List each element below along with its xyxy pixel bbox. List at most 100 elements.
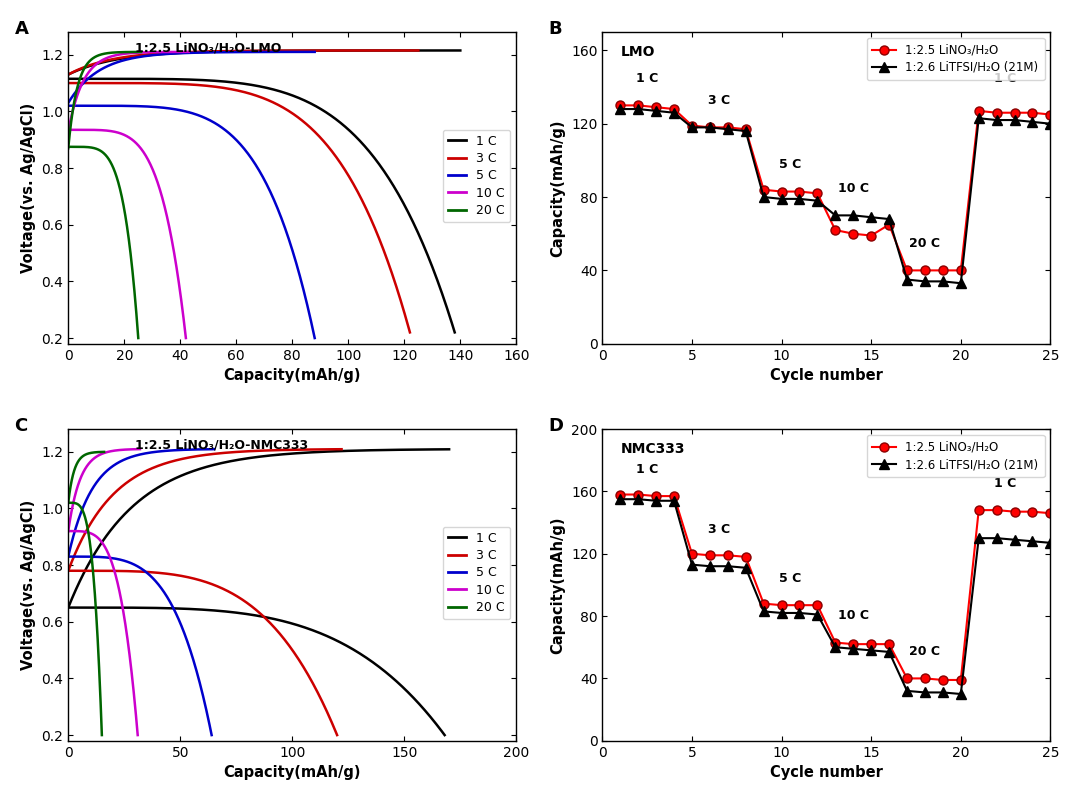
1:2.6 LiTFSI/H₂O (21M) — [955, 279, 968, 288]
1:2.5 LiNO₃/H₂O — [828, 638, 841, 647]
1:2.6 LiTFSI/H₂O (21M) — [828, 211, 841, 220]
Line: 1:2.5 LiNO₃/H₂O: 1:2.5 LiNO₃/H₂O — [616, 490, 1055, 685]
1:2.6 LiTFSI/H₂O (21M) — [793, 194, 806, 203]
1:2.5 LiNO₃/H₂O — [775, 187, 788, 196]
1:2.5 LiNO₃/H₂O — [703, 123, 716, 132]
1:2.5 LiNO₃/H₂O — [955, 675, 968, 685]
Legend: 1 C, 3 C, 5 C, 10 C, 20 C: 1 C, 3 C, 5 C, 10 C, 20 C — [443, 527, 510, 619]
1:2.5 LiNO₃/H₂O — [990, 108, 1003, 118]
1:2.5 LiNO₃/H₂O — [882, 639, 895, 649]
Line: 1:2.5 LiNO₃/H₂O: 1:2.5 LiNO₃/H₂O — [616, 101, 1055, 275]
1:2.6 LiTFSI/H₂O (21M) — [703, 123, 716, 132]
Text: C: C — [14, 417, 28, 435]
1:2.6 LiTFSI/H₂O (21M) — [650, 496, 663, 505]
1:2.6 LiTFSI/H₂O (21M) — [882, 214, 895, 223]
1:2.5 LiNO₃/H₂O — [775, 601, 788, 610]
1:2.6 LiTFSI/H₂O (21M) — [686, 560, 699, 570]
1:2.5 LiNO₃/H₂O — [667, 491, 680, 501]
1:2.6 LiTFSI/H₂O (21M) — [811, 196, 824, 206]
1:2.5 LiNO₃/H₂O — [936, 675, 949, 685]
Text: 3 C: 3 C — [707, 94, 730, 107]
1:2.6 LiTFSI/H₂O (21M) — [972, 114, 985, 123]
1:2.5 LiNO₃/H₂O — [632, 489, 645, 499]
1:2.5 LiNO₃/H₂O — [721, 550, 734, 560]
Text: 1:2.5 LiNO₃/H₂O-LMO: 1:2.5 LiNO₃/H₂O-LMO — [135, 42, 282, 54]
Text: 10 C: 10 C — [838, 610, 868, 622]
1:2.6 LiTFSI/H₂O (21M) — [955, 689, 968, 698]
Y-axis label: Capacity(mAh/g): Capacity(mAh/g) — [551, 119, 566, 256]
1:2.5 LiNO₃/H₂O — [686, 121, 699, 131]
1:2.6 LiTFSI/H₂O (21M) — [1026, 537, 1039, 546]
Text: D: D — [549, 417, 564, 435]
1:2.6 LiTFSI/H₂O (21M) — [901, 275, 914, 284]
1:2.6 LiTFSI/H₂O (21M) — [667, 108, 680, 118]
1:2.6 LiTFSI/H₂O (21M) — [865, 646, 878, 655]
1:2.5 LiNO₃/H₂O — [828, 225, 841, 235]
Text: 20 C: 20 C — [909, 645, 941, 658]
1:2.5 LiNO₃/H₂O — [793, 601, 806, 610]
1:2.5 LiNO₃/H₂O — [757, 185, 770, 195]
1:2.6 LiTFSI/H₂O (21M) — [1044, 119, 1057, 128]
1:2.6 LiTFSI/H₂O (21M) — [847, 644, 860, 654]
X-axis label: Cycle number: Cycle number — [770, 368, 882, 383]
1:2.6 LiTFSI/H₂O (21M) — [632, 104, 645, 114]
Text: 3 C: 3 C — [707, 524, 730, 537]
Text: 1 C: 1 C — [636, 71, 659, 85]
1:2.6 LiTFSI/H₂O (21M) — [757, 192, 770, 202]
1:2.6 LiTFSI/H₂O (21M) — [936, 687, 949, 697]
1:2.5 LiNO₃/H₂O — [1044, 110, 1057, 119]
Text: A: A — [14, 19, 28, 38]
1:2.5 LiNO₃/H₂O — [613, 101, 626, 111]
1:2.6 LiTFSI/H₂O (21M) — [1008, 535, 1021, 545]
Text: 5 C: 5 C — [780, 572, 801, 585]
1:2.5 LiNO₃/H₂O — [901, 266, 914, 276]
Y-axis label: Voltage(vs. Ag/AgCl): Voltage(vs. Ag/AgCl) — [21, 500, 36, 670]
1:2.6 LiTFSI/H₂O (21M) — [703, 562, 716, 571]
1:2.5 LiNO₃/H₂O — [667, 104, 680, 114]
Text: NMC333: NMC333 — [620, 441, 685, 456]
1:2.6 LiTFSI/H₂O (21M) — [632, 494, 645, 504]
1:2.5 LiNO₃/H₂O — [901, 674, 914, 683]
1:2.5 LiNO₃/H₂O — [757, 599, 770, 609]
1:2.6 LiTFSI/H₂O (21M) — [1026, 117, 1039, 127]
Y-axis label: Voltage(vs. Ag/AgCl): Voltage(vs. Ag/AgCl) — [21, 103, 36, 273]
Text: 1 C: 1 C — [995, 477, 1016, 489]
1:2.5 LiNO₃/H₂O — [865, 231, 878, 240]
1:2.6 LiTFSI/H₂O (21M) — [847, 211, 860, 220]
1:2.6 LiTFSI/H₂O (21M) — [650, 106, 663, 115]
1:2.6 LiTFSI/H₂O (21M) — [793, 608, 806, 618]
1:2.6 LiTFSI/H₂O (21M) — [901, 686, 914, 696]
1:2.6 LiTFSI/H₂O (21M) — [972, 533, 985, 543]
1:2.5 LiNO₃/H₂O — [632, 101, 645, 111]
Text: 1:2.5 LiNO₃/H₂O-NMC333: 1:2.5 LiNO₃/H₂O-NMC333 — [135, 438, 309, 452]
1:2.5 LiNO₃/H₂O — [990, 505, 1003, 515]
1:2.5 LiNO₃/H₂O — [972, 106, 985, 115]
1:2.5 LiNO₃/H₂O — [811, 601, 824, 610]
Text: 20 C: 20 C — [909, 236, 941, 250]
Line: 1:2.6 LiTFSI/H₂O (21M): 1:2.6 LiTFSI/H₂O (21M) — [616, 495, 1055, 698]
Line: 1:2.6 LiTFSI/H₂O (21M): 1:2.6 LiTFSI/H₂O (21M) — [616, 105, 1055, 288]
1:2.6 LiTFSI/H₂O (21M) — [811, 610, 824, 619]
1:2.6 LiTFSI/H₂O (21M) — [721, 124, 734, 134]
Legend: 1:2.5 LiNO₃/H₂O, 1:2.6 LiTFSI/H₂O (21M): 1:2.5 LiNO₃/H₂O, 1:2.6 LiTFSI/H₂O (21M) — [866, 38, 1044, 80]
1:2.6 LiTFSI/H₂O (21M) — [918, 687, 931, 697]
1:2.6 LiTFSI/H₂O (21M) — [775, 194, 788, 203]
X-axis label: Capacity(mAh/g): Capacity(mAh/g) — [224, 765, 361, 780]
1:2.6 LiTFSI/H₂O (21M) — [1008, 115, 1021, 125]
Text: 1 C: 1 C — [995, 71, 1016, 85]
1:2.5 LiNO₃/H₂O — [739, 124, 752, 134]
1:2.6 LiTFSI/H₂O (21M) — [721, 562, 734, 571]
1:2.6 LiTFSI/H₂O (21M) — [775, 608, 788, 618]
Legend: 1 C, 3 C, 5 C, 10 C, 20 C: 1 C, 3 C, 5 C, 10 C, 20 C — [443, 130, 510, 222]
1:2.6 LiTFSI/H₂O (21M) — [865, 212, 878, 222]
1:2.5 LiNO₃/H₂O — [703, 550, 716, 560]
1:2.5 LiNO₃/H₂O — [811, 188, 824, 198]
1:2.5 LiNO₃/H₂O — [1026, 108, 1039, 118]
1:2.5 LiNO₃/H₂O — [650, 491, 663, 501]
1:2.5 LiNO₃/H₂O — [865, 639, 878, 649]
1:2.6 LiTFSI/H₂O (21M) — [828, 642, 841, 652]
Text: 10 C: 10 C — [838, 182, 868, 195]
1:2.5 LiNO₃/H₂O — [847, 639, 860, 649]
Legend: 1:2.5 LiNO₃/H₂O, 1:2.6 LiTFSI/H₂O (21M): 1:2.5 LiNO₃/H₂O, 1:2.6 LiTFSI/H₂O (21M) — [866, 435, 1044, 477]
1:2.5 LiNO₃/H₂O — [882, 219, 895, 229]
